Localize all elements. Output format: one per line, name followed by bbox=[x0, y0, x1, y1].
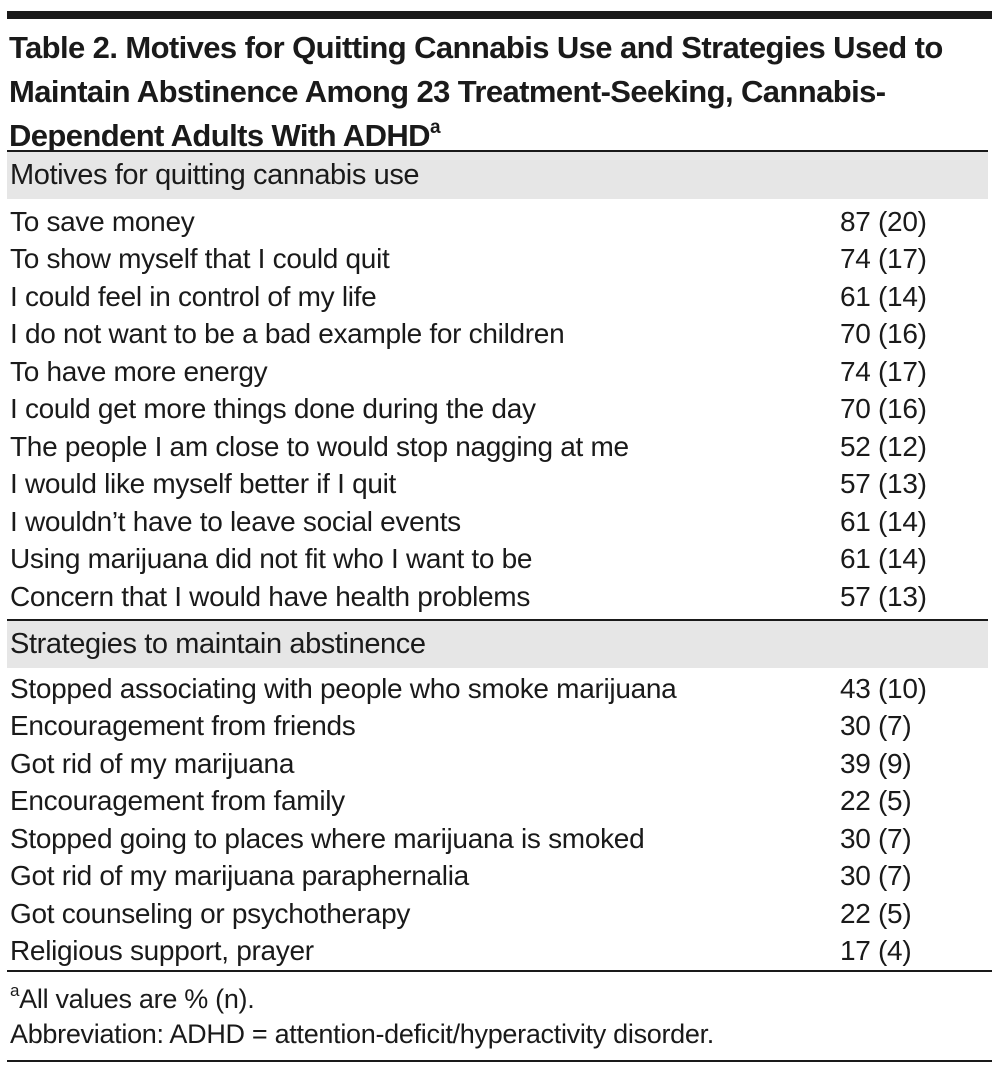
footnote-abbreviation: Abbreviation: ADHD = attention-deficit/h… bbox=[10, 1017, 714, 1051]
abbreviation-text: Abbreviation: ADHD = attention-deficit/h… bbox=[10, 1019, 715, 1049]
row-value: 57 (13) bbox=[840, 468, 927, 499]
row-value: 43 (10) bbox=[840, 673, 927, 704]
row-label: Got rid of my marijuana paraphernalia bbox=[10, 860, 469, 891]
row-value: 87 (20) bbox=[840, 206, 927, 237]
table-row: I do not want to be a bad example for ch… bbox=[10, 315, 988, 352]
row-value: 61 (14) bbox=[840, 506, 927, 537]
bottom-rule bbox=[7, 970, 992, 972]
table-row: To save money 87 (20) bbox=[10, 203, 988, 240]
table-row: Got rid of my marijuana 39 (9) bbox=[10, 745, 988, 782]
table-row: The people I am close to would stop nagg… bbox=[10, 428, 988, 465]
table-title-text: Table 2. Motives for Quitting Cannabis U… bbox=[9, 30, 943, 153]
section-heading-text: Motives for quitting cannabis use bbox=[10, 159, 420, 191]
row-label: To show myself that I could quit bbox=[10, 243, 390, 274]
table-row: To show myself that I could quit 74 (17) bbox=[10, 240, 988, 277]
row-value: 70 (16) bbox=[840, 318, 927, 349]
table-row: Religious support, prayer 17 (4) bbox=[10, 932, 988, 969]
row-value: 30 (7) bbox=[840, 860, 912, 891]
footnote-text: All values are % (n). bbox=[19, 984, 255, 1014]
row-label: Encouragement from friends bbox=[10, 710, 356, 741]
table-row: Using marijuana did not fit who I want t… bbox=[10, 540, 988, 577]
row-value: 39 (9) bbox=[840, 748, 912, 779]
row-label: I could get more things done during the … bbox=[10, 393, 536, 424]
row-value: 74 (17) bbox=[840, 243, 927, 274]
row-value: 30 (7) bbox=[840, 710, 912, 741]
section-heading-text: Strategies to maintain abstinence bbox=[10, 628, 426, 660]
table-row: Got counseling or psychotherapy 22 (5) bbox=[10, 895, 988, 932]
row-label: The people I am close to would stop nagg… bbox=[10, 431, 629, 462]
row-label: Got rid of my marijuana bbox=[10, 748, 295, 779]
row-label: Using marijuana did not fit who I want t… bbox=[10, 543, 533, 574]
row-label: Religious support, prayer bbox=[10, 935, 314, 966]
section-heading-motives: Motives for quitting cannabis use bbox=[7, 150, 988, 199]
row-value: 22 (5) bbox=[840, 785, 912, 816]
row-label: I would like myself better if I quit bbox=[10, 468, 397, 499]
row-label: To save money bbox=[10, 206, 195, 237]
row-label: Encouragement from family bbox=[10, 785, 345, 816]
table-row: Encouragement from family 22 (5) bbox=[10, 782, 988, 819]
table-row: I would like myself better if I quit 57 (… bbox=[10, 465, 988, 502]
table-row: Got rid of my marijuana paraphernalia 30 … bbox=[10, 857, 988, 894]
footnote-values: aAll values are % (n). bbox=[10, 981, 255, 1016]
top-rule bbox=[7, 11, 992, 19]
table-row: Concern that I would have health problem… bbox=[10, 578, 988, 615]
row-value: 52 (12) bbox=[840, 431, 927, 462]
table-row: Encouragement from friends 30 (7) bbox=[10, 707, 988, 744]
row-value: 70 (16) bbox=[840, 393, 927, 424]
table-row: I could get more things done during the … bbox=[10, 390, 988, 427]
row-value: 61 (14) bbox=[840, 281, 927, 312]
row-value: 30 (7) bbox=[840, 823, 912, 854]
row-label: Concern that I would have health problem… bbox=[10, 581, 531, 612]
row-value: 61 (14) bbox=[840, 543, 927, 574]
row-label: I do not want to be a bad example for ch… bbox=[10, 318, 565, 349]
row-value: 22 (5) bbox=[840, 898, 912, 929]
row-value: 57 (13) bbox=[840, 581, 927, 612]
table-row: I wouldn’t have to leave social events 61… bbox=[10, 503, 988, 540]
row-value: 17 (4) bbox=[840, 935, 912, 966]
row-label: Stopped going to places where marijuana … bbox=[10, 823, 645, 854]
table-row: To have more energy 74 (17) bbox=[10, 353, 988, 390]
end-rule bbox=[7, 1060, 992, 1062]
table-row: Stopped associating with people who smok… bbox=[10, 670, 988, 707]
title-footnote-marker: a bbox=[429, 117, 441, 138]
table-row: I could feel in control of my life 61 (14… bbox=[10, 278, 988, 315]
table-row: Stopped going to places where marijuana … bbox=[10, 820, 988, 857]
row-label: Stopped associating with people who smok… bbox=[10, 673, 677, 704]
row-label: Got counseling or psychotherapy bbox=[10, 898, 411, 929]
row-label: I could feel in control of my life bbox=[10, 281, 377, 312]
footnote-marker: a bbox=[10, 981, 20, 1000]
row-label: To have more energy bbox=[10, 356, 268, 387]
row-label: I wouldn’t have to leave social events bbox=[10, 506, 461, 537]
row-value: 74 (17) bbox=[840, 356, 927, 387]
section-heading-strategies: Strategies to maintain abstinence bbox=[7, 619, 988, 668]
table-title: Table 2. Motives for Quitting Cannabis U… bbox=[9, 26, 989, 158]
